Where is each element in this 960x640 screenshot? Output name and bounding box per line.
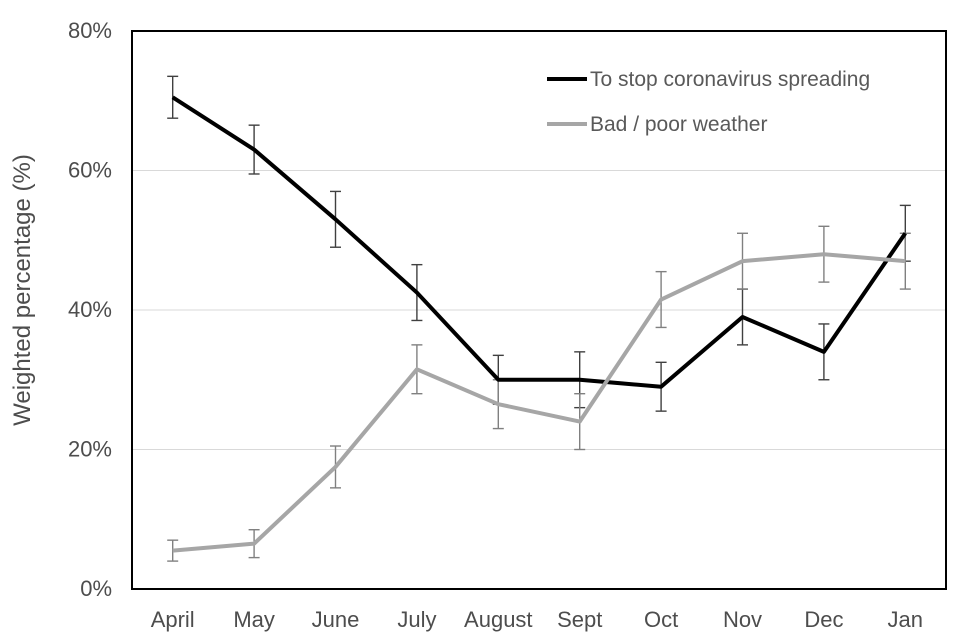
y-tick-label: 40%: [68, 297, 112, 322]
series-line-1: [172, 252, 906, 553]
plot-area-border: [131, 30, 947, 590]
y-axis-tick-labels: 0% 20% 40% 60% 80%: [68, 18, 112, 601]
y-tick-label: 80%: [68, 18, 112, 43]
y-axis-title: Weighted percentage (%): [9, 154, 36, 426]
legend: To stop coronavirus spreading Bad / poor…: [547, 68, 870, 136]
x-tick-label: April: [151, 607, 195, 632]
series-line-0: [171, 95, 907, 389]
x-tick-label: June: [312, 607, 360, 632]
gridlines: [132, 170, 946, 450]
x-tick-label: July: [397, 607, 436, 632]
error-bars: [167, 75, 911, 562]
y-tick-label: 60%: [68, 158, 112, 183]
x-tick-label: Sept: [557, 607, 602, 632]
y-tick-label: 0%: [80, 576, 112, 601]
x-tick-label: Nov: [723, 607, 762, 632]
x-axis-tick-labels: April May June July August Sept Oct Nov Dec Jan: [151, 607, 923, 632]
x-tick-label: May: [233, 607, 275, 632]
x-tick-label: Dec: [804, 607, 843, 632]
legend-label-series-1: Bad / poor weather: [590, 113, 767, 136]
x-tick-label: Oct: [644, 607, 678, 632]
y-tick-label: 20%: [68, 437, 112, 462]
legend-label-series-0: To stop coronavirus spreading: [590, 68, 870, 91]
x-tick-label: Jan: [888, 607, 923, 632]
x-tick-label: August: [464, 607, 533, 632]
series-lines: [171, 95, 907, 553]
